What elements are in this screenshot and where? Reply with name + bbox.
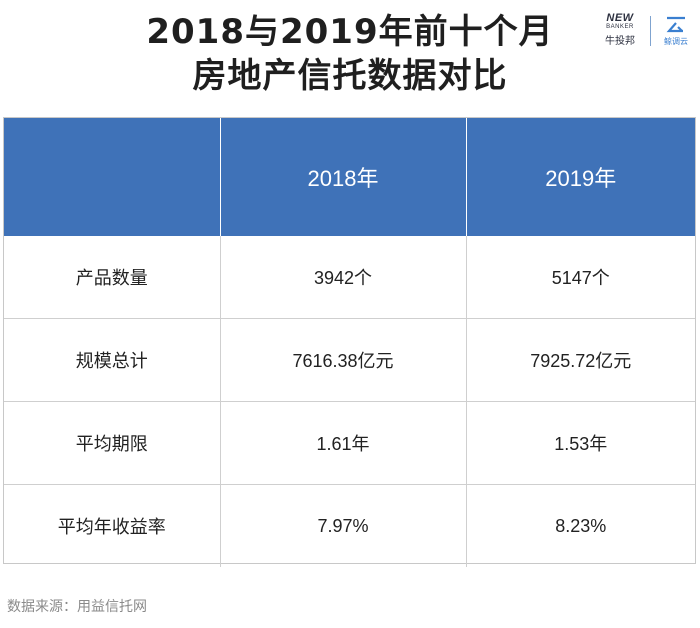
logo-divider (650, 16, 651, 46)
newbanker-logo-word: NEW (606, 12, 634, 24)
cell-2019: 1.53年 (466, 401, 695, 485)
title-line-1: 2018与2019年前十个月 (146, 12, 554, 52)
cell-2018: 7616.38亿元 (220, 318, 467, 402)
yun-logo-text: 鲸调云 (664, 37, 688, 46)
yun-logo: 鲸调云 (658, 12, 694, 52)
row-label: 规模总计 (4, 318, 221, 402)
table-row: 平均年收益率 7.97% 8.23% (4, 484, 695, 567)
header-cell-2019: 2019年 (466, 118, 695, 236)
cloud-mark-icon (666, 16, 685, 33)
cell-2018: 3942个 (220, 236, 467, 319)
header-cell-2018: 2018年 (220, 118, 467, 236)
table-row: 平均期限 1.61年 1.53年 (4, 401, 695, 485)
logo-group: NEW BANKER 牛投邦 鲸调云 (598, 12, 694, 52)
newbanker-logo-cn: 牛投邦 (605, 36, 635, 47)
table-row: 产品数量 3942个 5147个 (4, 236, 695, 319)
cell-2018: 1.61年 (220, 401, 467, 485)
cell-2018: 7.97% (220, 484, 467, 567)
row-label: 产品数量 (4, 236, 221, 319)
cell-2019: 8.23% (466, 484, 695, 567)
comparison-table: 2018年 2019年 产品数量 3942个 5147个 规模总计 7616.3… (3, 117, 696, 567)
cell-2019: 5147个 (551, 268, 610, 288)
source-note: 数据来源：用益信托网 (7, 599, 147, 615)
title-line-2: 房地产信托数据对比 (192, 56, 508, 96)
page-title: 2018与2019年前十个月 房地产信托数据对比 (0, 10, 700, 98)
row-label: 平均期限 (4, 401, 221, 485)
table-header-row: 2018年 2019年 (4, 118, 695, 236)
header-cell-blank (4, 118, 221, 236)
row-label: 平均年收益率 (4, 484, 221, 567)
cell-2019: 7925.72亿元 (466, 318, 695, 402)
newbanker-logo-subword: BANKER (606, 24, 634, 30)
newbanker-logo: NEW BANKER 牛投邦 (598, 12, 642, 52)
table-row: 规模总计 7616.38亿元 7925.72亿元 (4, 318, 695, 402)
